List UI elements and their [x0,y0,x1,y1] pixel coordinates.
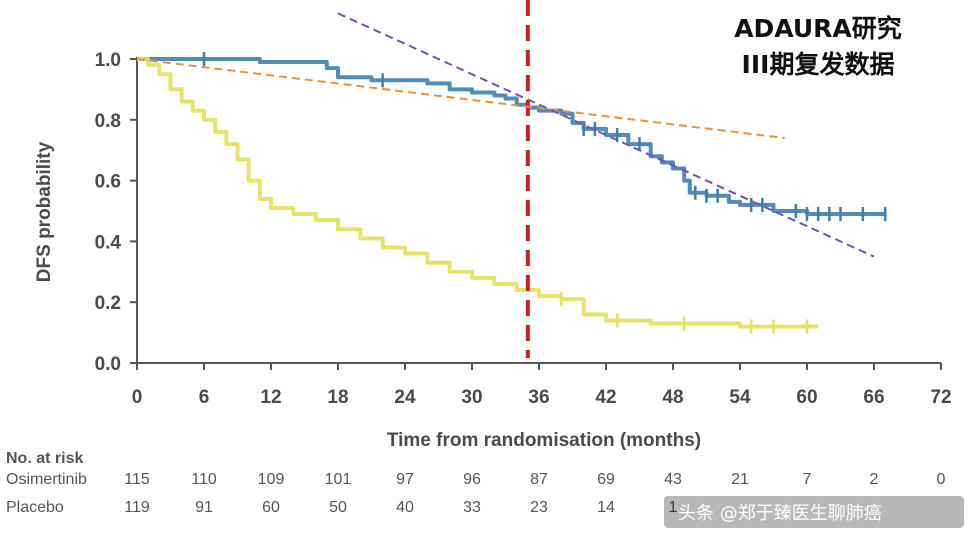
risk-row-label: Osimertinib [6,471,87,488]
risk-table-heading: No. at risk [6,450,83,467]
risk-value: 101 [325,471,352,488]
y-tick-label: 0.6 [95,172,121,193]
risk-value: 0 [937,471,946,488]
risk-value: 14 [597,499,615,516]
x-tick-label: 60 [796,387,817,408]
x-tick-label: 30 [461,387,482,408]
y-tick-label: 0.0 [95,354,121,375]
x-tick-label: 66 [863,387,884,408]
x-tick-label: 54 [729,387,751,408]
x-tick-label: 6 [199,387,210,408]
x-tick-label: 36 [528,387,549,408]
risk-value: 33 [463,499,481,516]
risk-value: 91 [195,499,213,516]
y-axis-title: DFS probability [34,141,55,282]
risk-value: 1 [669,499,678,516]
risk-value: 119 [124,499,150,516]
risk-value: 110 [191,471,217,488]
trendline-orange [136,58,785,140]
y-tick-label: 0.2 [95,293,121,314]
series-placebo-line [137,57,819,329]
y-tick-label: 0.4 [95,232,122,253]
risk-value: 60 [262,499,280,516]
watermark-text: 头条 @郑于臻医生聊肺癌 [678,503,882,524]
risk-value: 23 [530,499,548,516]
risk-value: 69 [597,471,615,488]
x-tick-label: 42 [595,387,616,408]
risk-value: 43 [664,471,682,488]
risk-value: 115 [124,471,150,488]
risk-value: 21 [731,471,749,488]
risk-value: 97 [396,471,414,488]
x-tick-label: 72 [930,387,951,408]
chart-title: ADAURA研究 [734,14,902,43]
x-tick-label: 12 [260,387,281,408]
risk-value: 96 [463,471,481,488]
y-tick-label: 1.0 [95,50,121,71]
risk-value: 2 [870,471,879,488]
x-tick-label: 18 [327,387,348,408]
chart-subtitle: III期复发数据 [742,50,895,79]
plot-area: 0 6 12 18 24 30 36 42 48 54 60 66 720.00.20.40.60.81… [6,0,964,528]
x-tick-label: 48 [662,387,683,408]
y-tick-label: 0.8 [95,111,121,132]
risk-row-label: Placebo [6,499,64,516]
risk-value: 40 [396,499,414,516]
watermark-bg [664,496,964,528]
risk-value: 7 [803,471,812,488]
risk-value: 109 [258,471,285,488]
trendline-purple [337,12,875,258]
x-tick-label: 0 [132,387,143,408]
x-tick-label: 24 [394,387,416,408]
risk-value: 87 [530,471,548,488]
risk-value: 50 [329,499,347,516]
x-axis-title: Time from randomisation (months) [387,430,701,451]
